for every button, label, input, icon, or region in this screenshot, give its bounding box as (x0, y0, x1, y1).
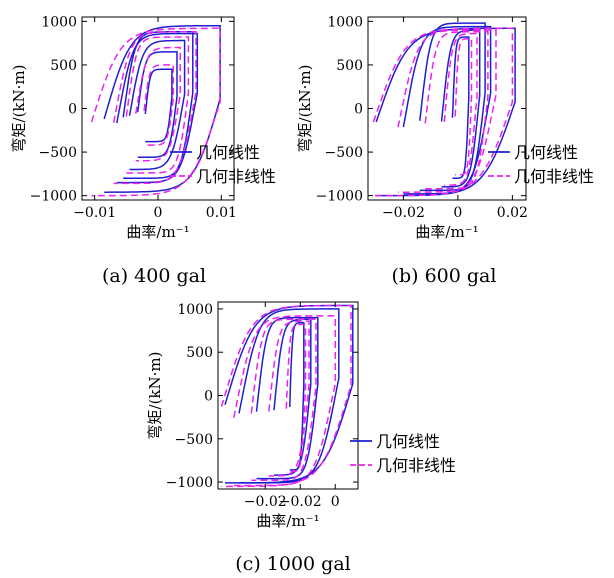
x-tick-label: 0 (453, 205, 462, 221)
y-axis-label: 弯矩/(kN·m) (296, 65, 314, 153)
series-linear (224, 304, 354, 484)
hysteresis-loop (268, 320, 310, 477)
hysteresis-loop (372, 27, 514, 197)
hysteresis-loop (112, 31, 197, 185)
hysteresis-loop (103, 24, 221, 193)
y-tick-label: −1000 (166, 475, 213, 491)
y-axis-label: 弯矩/(kN·m) (10, 65, 28, 153)
x-tick-label: 0 (331, 494, 340, 510)
y-tick-label: 0 (68, 102, 77, 118)
x-tick-label: 0.01 (206, 205, 237, 221)
panel-c: −0.02−0.02 0 −1000 −500 0 500 1000 曲率/m⁻¹ 弯矩/(kN… (146, 301, 456, 575)
hysteresis-loop (122, 31, 194, 179)
hysteresis-loop (125, 36, 190, 174)
hysteresis-loop (128, 39, 186, 171)
hysteresis-loop (273, 318, 312, 476)
y-tick-label: −500 (175, 432, 213, 448)
hysteresis-loop (285, 323, 307, 473)
y-tick-label: −1000 (316, 189, 363, 205)
hysteresis-loop (224, 304, 354, 484)
hysteresis-loop (440, 29, 481, 188)
hysteresis-loop (143, 64, 174, 146)
hysteresis-loop (397, 29, 497, 193)
y-tick-label: 500 (50, 58, 77, 74)
legend-label: 几何线性 (514, 143, 578, 162)
hysteresis-loop (144, 68, 173, 143)
hysteresis-loop (250, 318, 317, 482)
hysteresis-loop (454, 38, 473, 176)
x-tick-label: 0 (154, 205, 163, 221)
y-tick-label: −1000 (30, 189, 77, 205)
hysteresis-loop (451, 36, 470, 179)
x-tick-label: −0.02 (279, 494, 322, 510)
x-tick-label: −0.02 (244, 494, 287, 510)
series-nonlinear (220, 304, 352, 488)
hysteresis-loop (375, 27, 516, 197)
legend-label: 几何非线性 (514, 167, 594, 186)
hysteresis-loop (443, 32, 478, 186)
panel-a: −0.01 0 0.01 −1000 −500 0 500 1000 曲率/m⁻¹ 弯矩/(kN·… (10, 14, 276, 287)
hysteresis-loop (136, 51, 178, 159)
y-tick-label: −500 (39, 145, 77, 161)
hysteresis-loop (233, 315, 337, 487)
x-tick-label: −0.01 (73, 205, 116, 221)
hysteresis-loop (424, 31, 489, 190)
y-tick-label: 1000 (327, 14, 363, 30)
series-linear (103, 24, 221, 193)
hysteresis-loop (135, 46, 181, 162)
y-tick-label: 500 (186, 345, 213, 361)
legend-label: 几何线性 (376, 432, 440, 451)
y-tick-label: 1000 (177, 302, 213, 318)
y-tick-label: 0 (204, 389, 213, 405)
panel-caption: (b) 600 gal (392, 265, 497, 287)
series-nonlinear (372, 27, 514, 197)
panel-caption: (c) 1000 gal (235, 553, 350, 575)
hysteresis-loop (419, 22, 486, 192)
x-tick-label: −0.02 (382, 205, 425, 221)
axes-frame (367, 16, 527, 201)
x-axis-label: 曲率/m⁻¹ (256, 512, 319, 530)
x-axis-label: 曲率/m⁻¹ (126, 223, 189, 241)
y-tick-label: 500 (336, 58, 363, 74)
hysteresis-loop (90, 27, 221, 197)
hysteresis-loop (289, 322, 305, 471)
y-tick-label: 1000 (41, 14, 77, 30)
panel-caption: (a) 400 gal (102, 265, 206, 287)
x-tick-label: 0.02 (497, 205, 528, 221)
series-nonlinear (90, 27, 221, 197)
y-tick-label: 0 (354, 102, 363, 118)
panel-b: −0.02 0 0.02 −1000 −500 0 500 1000 曲率/m⁻¹ 弯矩/(kN·… (296, 14, 594, 287)
y-axis-label: 弯矩/(kN·m) (146, 352, 164, 440)
hysteresis-loop (116, 32, 199, 184)
hysteresis-loop (238, 308, 340, 484)
y-tick-label: −500 (325, 145, 363, 161)
legend-label: 几何非线性 (196, 167, 276, 186)
legend-label: 几何线性 (196, 143, 260, 162)
legend-label: 几何非线性 (376, 456, 456, 475)
x-axis-label: 曲率/m⁻¹ (415, 223, 478, 241)
